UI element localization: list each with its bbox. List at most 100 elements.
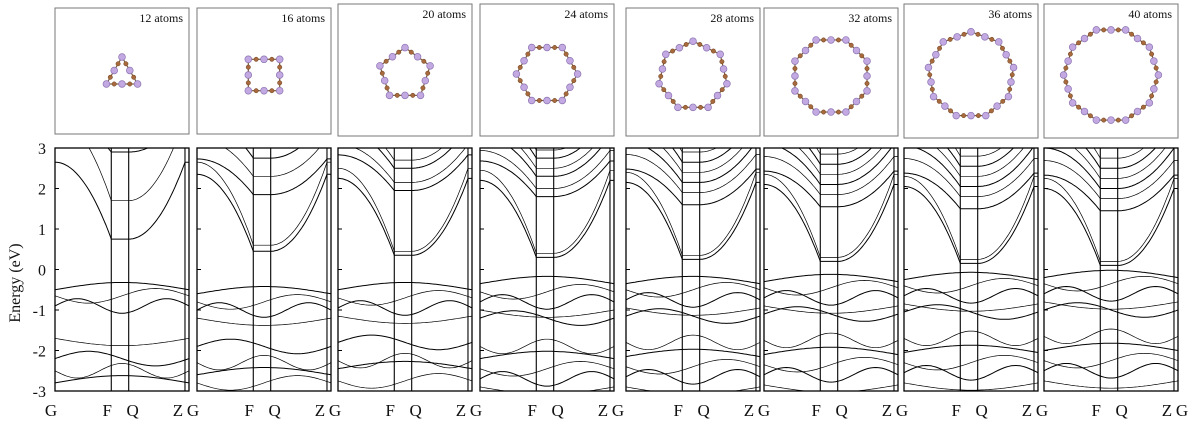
conduction-band (245, 148, 300, 159)
valence-band (626, 282, 760, 298)
atom-large (719, 65, 728, 73)
atom-large (1009, 63, 1018, 72)
valence-band (904, 271, 1038, 281)
valence-band (904, 382, 1038, 391)
y-tick-label: 2 (38, 182, 46, 199)
atom-large (702, 44, 711, 52)
valence-band (338, 315, 472, 324)
band-lines (338, 148, 472, 389)
conduction-band (534, 148, 567, 151)
band-lines (55, 148, 189, 384)
conduction-band (1044, 178, 1178, 262)
atom-large (1064, 85, 1072, 93)
atom-large (126, 66, 134, 75)
conduction-band (808, 148, 873, 165)
band-frame (625, 147, 761, 392)
valence-band (626, 368, 760, 385)
valence-band (904, 344, 1038, 353)
atom-large (413, 52, 422, 61)
atom-small (975, 31, 981, 37)
atom-large (520, 56, 528, 65)
valence-band (480, 284, 614, 300)
atom-large (791, 72, 799, 80)
band-frame (903, 147, 1039, 392)
atom-large (791, 57, 799, 65)
structure-panel: 40 atoms (1043, 3, 1179, 139)
k-point-label: Z (744, 401, 754, 420)
atom-small (658, 73, 664, 79)
atom-large (995, 38, 1003, 46)
atom-small (1076, 40, 1082, 46)
atom-small (1009, 72, 1015, 78)
atom-small (517, 64, 523, 70)
atom-small (683, 104, 688, 110)
conduction-band (1044, 188, 1178, 266)
valence-band (197, 375, 331, 391)
valence-band (55, 375, 189, 384)
atom-small (661, 59, 667, 65)
conduction-band (904, 158, 1038, 197)
atom-large (704, 103, 712, 112)
atom-small (929, 86, 935, 92)
atom-small (408, 49, 414, 55)
atom-large (713, 91, 722, 100)
atom-small (536, 98, 542, 103)
atom-large (1154, 71, 1163, 79)
conduction-band (679, 148, 717, 153)
energy-axis: Energy (eV) 3 2 1 0 -1 -2 -3 (7, 141, 46, 401)
atom-large (385, 91, 394, 100)
atom-large (791, 87, 799, 95)
conduction-band (626, 168, 760, 206)
atom-small (836, 109, 841, 115)
atom-small (1087, 31, 1093, 37)
valence-band (55, 282, 189, 291)
structure-frame (196, 7, 332, 135)
atom-large (1145, 43, 1154, 51)
atom-large (558, 96, 567, 105)
conduction-band (338, 167, 472, 252)
atom-small (1153, 65, 1159, 71)
atom-small (1115, 117, 1121, 123)
atom-small (821, 37, 826, 43)
atom-small (269, 88, 275, 94)
y-tick-label: -1 (33, 303, 46, 320)
structure-frame (54, 7, 190, 135)
atom-large (244, 71, 253, 79)
valence-band (904, 304, 1038, 320)
atom-small (563, 91, 569, 97)
valence-band (626, 386, 760, 391)
conduction-band (1085, 148, 1157, 169)
valence-band (626, 334, 760, 351)
k-point-label: F (812, 401, 821, 420)
valence-band (1044, 328, 1178, 344)
atom-large (1107, 26, 1115, 34)
y-tick-label: 0 (38, 263, 46, 280)
atom-large (543, 96, 551, 105)
atom-small (864, 66, 870, 71)
atom-small (836, 37, 841, 43)
valence-band (55, 298, 189, 314)
conduction-band (107, 148, 149, 153)
valence-band (626, 307, 760, 316)
valence-band (764, 273, 898, 283)
atom-large (929, 92, 938, 101)
atom-large (941, 102, 949, 110)
atom-large (674, 103, 682, 112)
band-lines (197, 148, 331, 391)
y-tick-label: 3 (38, 141, 46, 158)
valence-band (626, 275, 760, 285)
valence-band (764, 290, 898, 306)
atom-large (655, 79, 663, 88)
conduction-band (764, 156, 898, 195)
atom-large (102, 80, 111, 88)
conduction-band (224, 148, 320, 177)
atom-small (1087, 113, 1093, 119)
k-point-label: G (329, 401, 341, 420)
k-point-label: G (1036, 401, 1048, 420)
atom-small (797, 53, 803, 59)
structure-panel: 20 atoms (337, 3, 473, 137)
valence-band (480, 338, 614, 355)
